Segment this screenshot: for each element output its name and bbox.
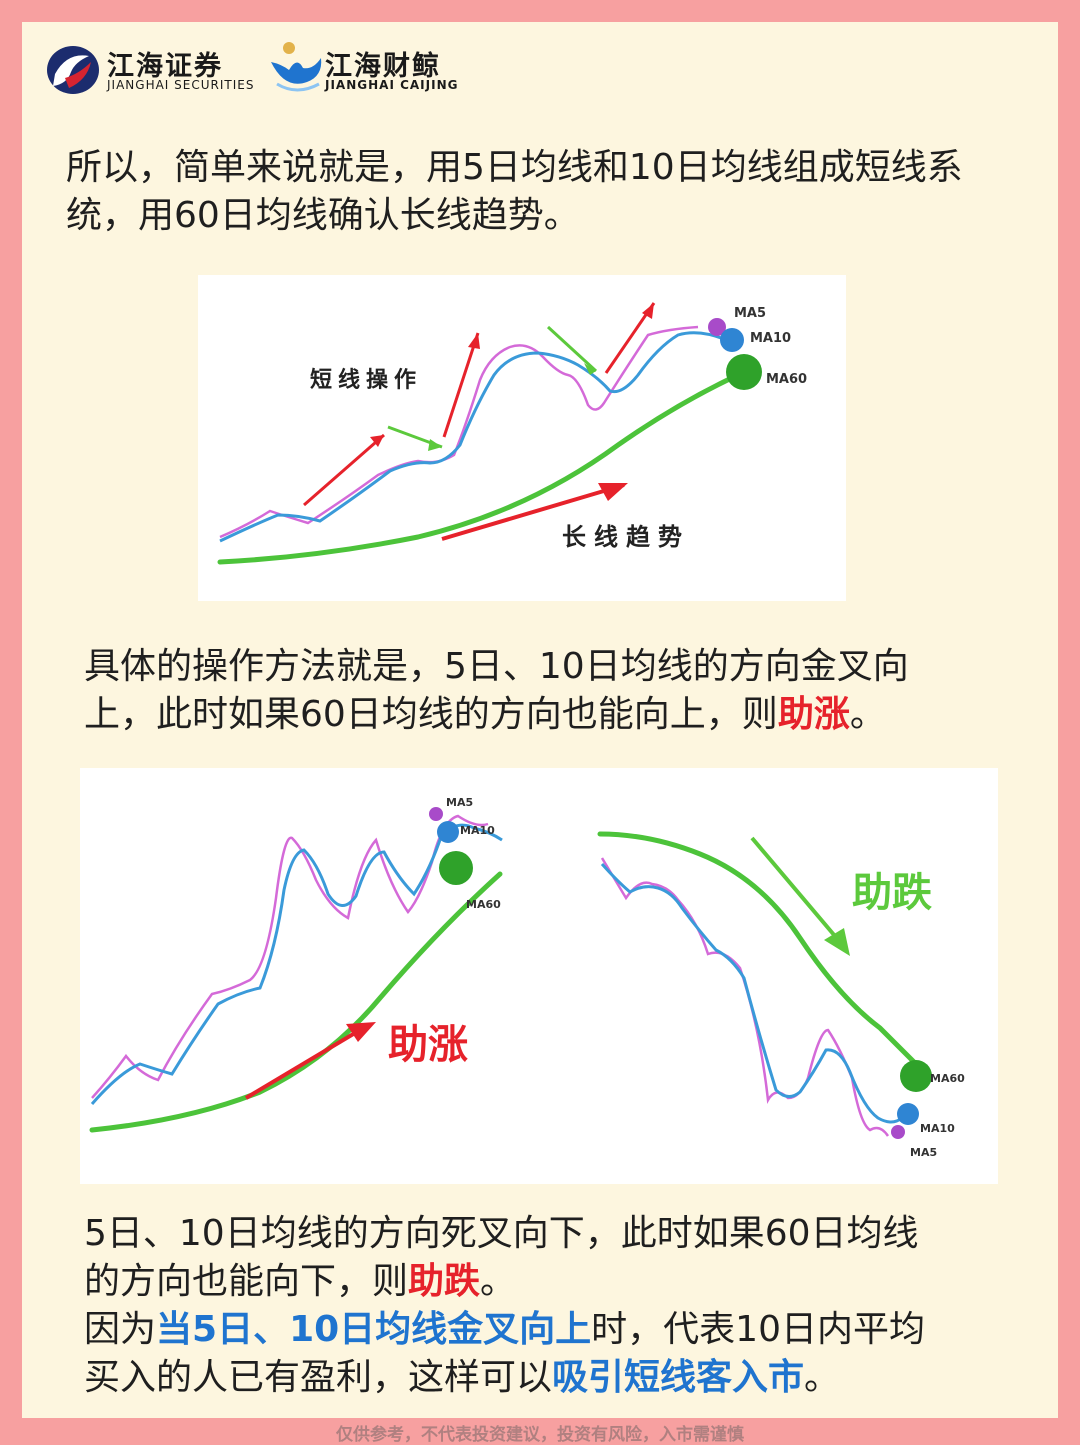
ma5-line xyxy=(219,325,699,539)
highlight-golden-cross: 当5日、10日均线金叉向上 xyxy=(156,1309,592,1350)
method-line-1: 具体的操作方法就是，5日、10日均线的方向金叉向 xyxy=(84,646,909,687)
label-ma5: MA5 xyxy=(734,306,766,321)
brand2-name: 江海财鲸 xyxy=(325,51,441,82)
ma10-ball-icon xyxy=(720,328,744,352)
short-arrow-1 xyxy=(303,433,385,507)
explain-line-4-end: 。 xyxy=(804,1357,841,1398)
label-zhudie: 助跌 xyxy=(852,870,932,916)
ma60-line xyxy=(217,372,741,565)
ma60-rising-line xyxy=(89,871,503,1133)
ma10-line xyxy=(219,331,725,543)
ma10-ball-up-icon xyxy=(437,821,459,843)
label-long-trend: 长线趋势 xyxy=(562,523,690,551)
method-line-2-end: 。 xyxy=(849,694,886,735)
label-ma60: MA60 xyxy=(766,372,807,387)
explain-line-1: 5日、10日均线的方向死叉向下，此时如果60日均线 xyxy=(84,1213,919,1254)
zhuzhang-arrow xyxy=(244,1028,362,1100)
explain-line-4: 买入的人已有盈利，这样可以吸引短线客入市。 xyxy=(84,1354,1014,1402)
ma5-rising-line xyxy=(91,814,489,1099)
risk-disclaimer: 仅供参考，不代表投资建议，投资有风险，入市需谨慎 xyxy=(336,1425,744,1445)
ma60-ball-icon xyxy=(726,354,762,390)
brand1-name: 江海证券 xyxy=(107,51,223,82)
ma-diagram-2: 助涨 MA5 MA10 MA60 助跌 MA60 MA10 MA5 xyxy=(89,796,965,1159)
label-ma60-down: MA60 xyxy=(930,1072,965,1085)
jianghai-securities-logo-icon xyxy=(47,46,99,94)
whale-logo-icon xyxy=(271,42,322,92)
explain-line-2: 的方向也能向下，则助跌。 xyxy=(84,1258,1014,1306)
explain-line-2-end: 。 xyxy=(480,1261,517,1302)
ma60-falling-line xyxy=(597,831,923,1071)
intro-paragraph: 所以，简单来说就是，用5日均线和10日均线组成短线系统，用60日均线确认长线趋势… xyxy=(66,147,963,236)
highlight-zhudie: 助跌 xyxy=(408,1261,481,1302)
chart-up-down-panel: 助涨 MA5 MA10 MA60 助跌 MA60 MA10 MA5 xyxy=(80,768,998,1184)
highlight-attract-traders: 吸引短线客入市 xyxy=(552,1357,805,1398)
method-line-2-text: 上，此时如果60日均线的方向也能向上，则 xyxy=(84,694,778,735)
explain-line-3-end: 时，代表10日内平均 xyxy=(591,1309,925,1350)
header-logos: 江海证券 JIANGHAI SECURITIES 江海财鲸 JIANGHAI C… xyxy=(45,40,485,100)
label-ma10-down: MA10 xyxy=(920,1122,955,1135)
ma10-ball-down-icon xyxy=(897,1103,919,1125)
short-arrow-3 xyxy=(442,332,480,438)
method-paragraph: 具体的操作方法就是，5日、10日均线的方向金叉向 上，此时如果60日均线的方向也… xyxy=(84,643,1014,739)
brand1-english: JIANGHAI SECURITIES xyxy=(107,78,255,92)
method-line-2: 上，此时如果60日均线的方向也能向上，则助涨。 xyxy=(84,691,1014,739)
explain-line-2-text: 的方向也能向下，则 xyxy=(84,1261,409,1302)
label-ma5-up: MA5 xyxy=(446,796,473,809)
chart-short-long-panel: MA5 MA10 MA60 短线操作 长线趋势 xyxy=(198,275,846,601)
ma5-ball-up-icon xyxy=(429,807,443,821)
ma5-ball-icon xyxy=(708,318,726,336)
explain-line-3-start: 因为 xyxy=(84,1309,157,1350)
long-arrow xyxy=(441,483,625,541)
ma10-rising-line xyxy=(90,823,503,1105)
label-ma10-up: MA10 xyxy=(460,824,495,837)
short-arrow-4 xyxy=(546,325,598,373)
content-card xyxy=(22,22,1058,1418)
ma60-ball-down-icon xyxy=(900,1060,932,1092)
ma5-ball-down-icon xyxy=(891,1125,905,1139)
label-ma60-up: MA60 xyxy=(466,898,501,911)
explain-line-3: 因为当5日、10日均线金叉向上时，代表10日内平均 xyxy=(84,1306,1014,1354)
zhudie-arrow xyxy=(750,836,842,944)
highlight-zhuzhang: 助涨 xyxy=(777,694,850,735)
label-short-operation: 短线操作 xyxy=(310,367,422,393)
label-ma10: MA10 xyxy=(750,331,791,346)
explain-line-4-start: 买入的人已有盈利，这样可以 xyxy=(84,1357,553,1398)
ma10-falling-line xyxy=(600,863,903,1124)
ma60-ball-up-icon xyxy=(439,851,473,885)
label-ma5-down: MA5 xyxy=(910,1146,937,1159)
brand2-english: JIANGHAI CAIJING xyxy=(325,78,459,92)
ma-diagram-1: MA5 MA10 MA60 短线操作 长线趋势 xyxy=(217,302,807,565)
explanation-paragraph: 5日、10日均线的方向死叉向下，此时如果60日均线 的方向也能向下，则助跌。 因… xyxy=(84,1210,1014,1402)
label-zhuzhang: 助涨 xyxy=(388,1022,468,1068)
